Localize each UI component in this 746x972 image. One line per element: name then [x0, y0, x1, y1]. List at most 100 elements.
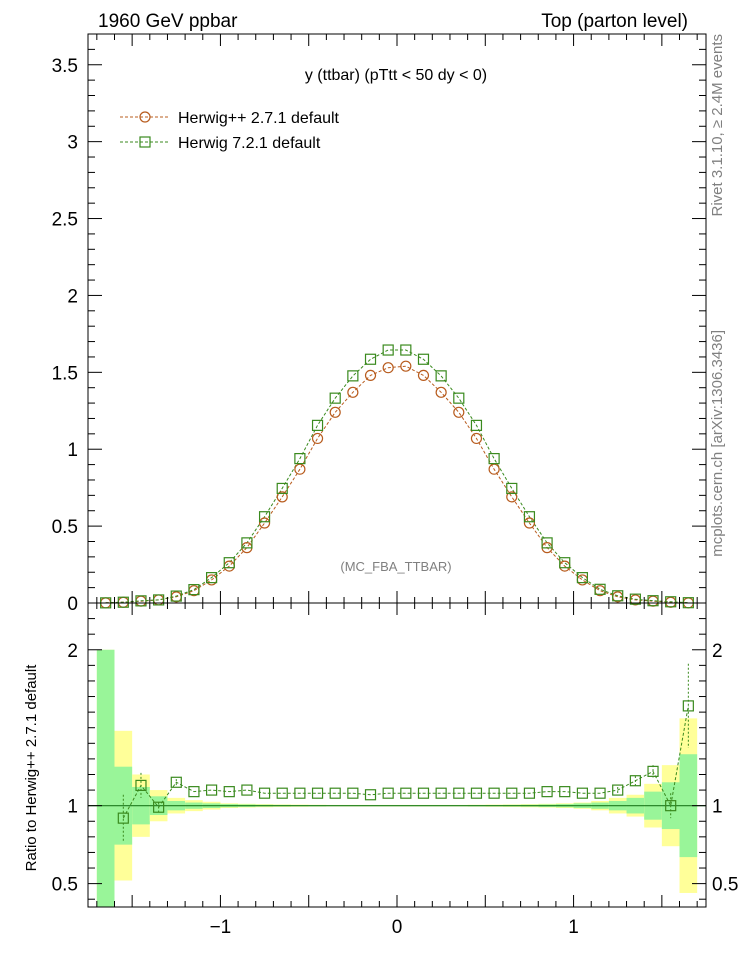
ratio-point-herwig7	[682, 700, 694, 712]
point-herwig7	[153, 594, 165, 606]
ratio-point-herwig7	[329, 787, 341, 799]
ratio-point-herwig7	[488, 787, 500, 799]
ratio-point-herwig7	[629, 775, 641, 787]
ratio-y-tick-label: 0.5	[52, 875, 78, 896]
ratio-point-herwig7	[665, 800, 677, 812]
point-herwig7	[170, 590, 182, 602]
ratio-point-herwig7	[453, 787, 465, 799]
point-herwig7	[311, 419, 324, 431]
ratio-y-tick-label: 1	[712, 797, 723, 818]
point-herwig7	[417, 353, 430, 365]
ratio-y-tick-label: 2	[67, 641, 78, 662]
legend-label-herwigpp: Herwig++ 2.7.1 default	[178, 110, 340, 127]
y-tick-label: 2	[67, 286, 78, 307]
point-herwigpp	[435, 386, 447, 398]
ratio-point-herwig7	[241, 784, 253, 796]
point-herwigpp	[258, 517, 271, 529]
ratio-point-herwig7	[541, 786, 553, 798]
point-herwigpp	[347, 386, 359, 398]
point-herwig7	[629, 593, 641, 605]
ratio-point-herwig7	[435, 787, 447, 799]
point-herwigpp	[506, 491, 518, 503]
point-herwigpp	[329, 406, 341, 418]
point-herwig7	[506, 482, 518, 495]
ratio-point-herwig7	[170, 776, 182, 788]
point-herwig7	[223, 557, 235, 569]
legend-entry-herwigpp: Herwig++ 2.7.1 default	[120, 110, 340, 127]
ratio-band-inner	[96, 649, 115, 907]
point-herwigpp	[523, 517, 536, 529]
series-line-herwig7	[105, 349, 689, 604]
y-tick-label: 0.5	[52, 517, 78, 538]
ratio-point-herwig7	[506, 787, 518, 799]
ratio-point-herwig7	[276, 787, 288, 799]
point-herwig7	[594, 583, 606, 595]
point-herwig7	[329, 392, 341, 404]
point-herwig7	[665, 596, 677, 608]
x-tick-label: 1	[568, 917, 579, 938]
point-herwigpp	[294, 463, 306, 475]
point-herwig7	[117, 596, 129, 608]
point-herwigpp	[470, 432, 483, 445]
ratio-point-herwig7	[223, 786, 235, 798]
y-tick-label: 1.5	[52, 363, 78, 384]
ratio-point-herwig7	[117, 812, 129, 824]
ratio-ylabel: Ratio to Herwig++ 2.7.1 default	[23, 664, 40, 872]
side-label-mcplots: mcplots.cern.ch [arXiv:1306.3436]	[709, 330, 726, 557]
y-tick-label: 2.5	[52, 210, 78, 231]
point-herwigpp	[400, 360, 412, 372]
ratio-point-herwig7	[135, 779, 147, 792]
point-herwigpp	[364, 369, 377, 381]
ratio-point-herwig7	[382, 787, 394, 799]
x-tick-label: 0	[392, 917, 403, 938]
legend-label-herwig7: Herwig 7.2.1 default	[178, 135, 321, 152]
point-herwigpp	[382, 362, 394, 374]
point-herwig7	[647, 595, 659, 607]
point-herwigpp	[488, 463, 500, 475]
y-tick-label: 0	[67, 594, 78, 615]
legend: Herwig++ 2.7.1 default Herwig 7.2.1 defa…	[120, 110, 340, 152]
point-herwig7	[559, 557, 571, 569]
point-herwigpp	[453, 406, 465, 418]
ratio-point-herwig7	[612, 784, 624, 796]
point-herwig7	[258, 511, 271, 523]
point-herwig7	[435, 370, 447, 382]
legend-marker-square	[139, 136, 151, 148]
ratio-point-herwig7	[258, 787, 271, 799]
point-herwig7	[382, 344, 394, 356]
point-herwig7	[541, 537, 553, 549]
ratio-point-herwig7	[523, 787, 536, 799]
point-herwig7	[347, 370, 359, 382]
ratio-point-herwig7	[417, 787, 430, 799]
ratio-y-tick-label: 2	[712, 641, 723, 662]
ratio-point-herwig7	[594, 787, 606, 799]
ratio-plot: −1 0 1 0.5 0.5 1 1 2 2	[52, 602, 738, 938]
ratio-point-herwig7	[347, 787, 359, 799]
header-right: Top (parton level)	[541, 11, 688, 32]
side-label-rivet: Rivet 3.1.10, ≥ 2.4M events	[709, 34, 726, 217]
point-herwig7	[612, 590, 624, 602]
x-tick-label: −1	[210, 917, 232, 938]
point-herwig7	[206, 572, 218, 584]
point-herwigpp	[311, 432, 324, 445]
point-herwig7	[364, 353, 377, 365]
ratio-point-herwig7	[206, 784, 218, 796]
point-herwig7	[276, 482, 288, 495]
watermark: (MC_FBA_TTBAR)	[340, 559, 451, 574]
point-herwig7	[470, 419, 483, 431]
plot-title: y (ttbar) (pTtt < 50 dy < 0)	[305, 67, 487, 84]
point-herwig7	[523, 511, 536, 523]
ratio-point-herwig7	[188, 786, 200, 798]
y-tick-label: 3	[67, 133, 78, 154]
ratio-line-herwig7	[122, 705, 689, 819]
ratio-y-tick-label: 1	[67, 797, 78, 818]
point-herwig7	[400, 344, 412, 356]
ratio-point-herwig7	[294, 787, 306, 799]
legend-marker-circle	[139, 111, 151, 123]
ratio-point-herwig7	[470, 787, 483, 799]
point-herwigpp	[417, 369, 430, 381]
ratio-point-herwig7	[559, 786, 571, 798]
point-herwig7	[488, 452, 500, 465]
ratio-point-herwig7	[647, 765, 659, 777]
ratio-plot-frame	[87, 602, 707, 908]
